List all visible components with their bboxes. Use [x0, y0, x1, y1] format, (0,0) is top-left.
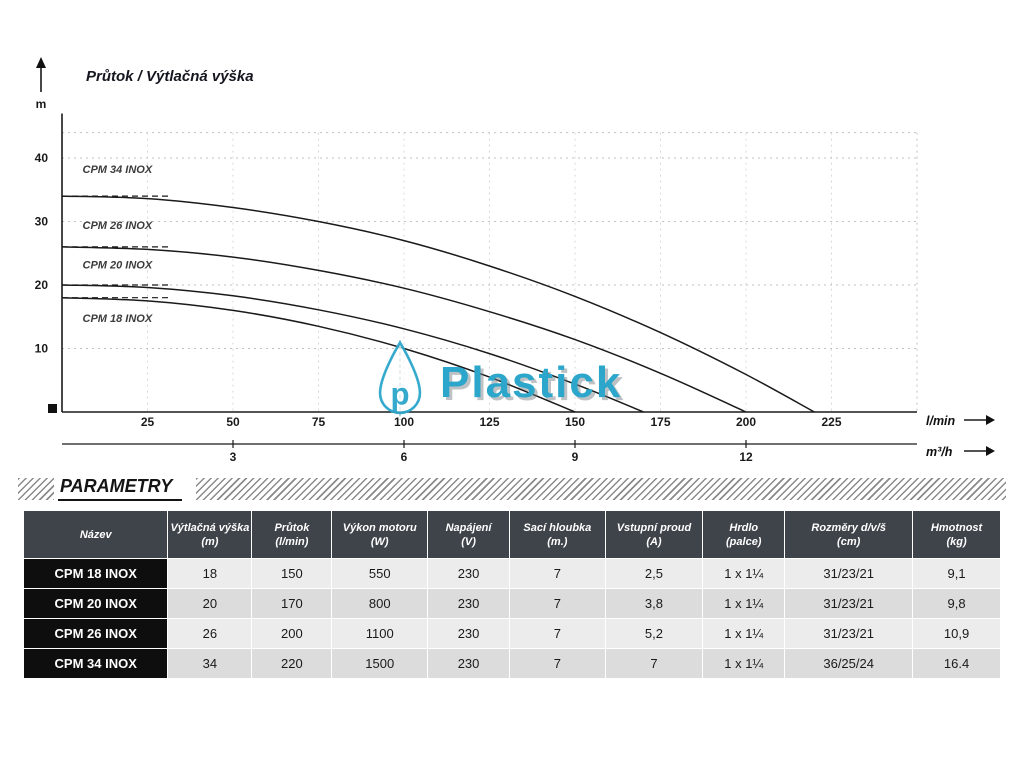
column-header-4: Napájení (V): [427, 510, 511, 559]
column-header-1: Výtlačná výška (m): [167, 510, 253, 559]
secondary-axis-unit: m³/h: [926, 445, 953, 459]
secondary-tick-label: 3: [230, 450, 237, 464]
x-axis-unit: l/min: [926, 414, 956, 428]
table-cell: 9,1: [912, 558, 1001, 589]
table-cell: 230: [427, 588, 511, 619]
origin-marker: [48, 404, 57, 413]
table-cell: 550: [331, 558, 429, 589]
pump-name-cell: CPM 26 INOX: [22, 618, 169, 649]
column-header-7: Hrdlo (palce): [702, 510, 786, 559]
x-tick-label: 100: [394, 415, 414, 429]
table-cell: 31/23/21: [784, 618, 914, 649]
pump-name-cell: CPM 18 INOX: [22, 558, 169, 589]
table-cell: 220: [251, 648, 333, 679]
table-cell: 7: [509, 588, 606, 619]
x-axis-arrow-icon: [986, 415, 995, 425]
pump-name-cell: CPM 34 INOX: [22, 648, 169, 679]
table-cell: 31/23/21: [784, 588, 914, 619]
table-cell: 36/25/24: [784, 648, 914, 679]
table-row: CPM 34 INOX 34 220 1500 230 7 7 1 x 1¼ 36/25/24 1…: [22, 648, 1001, 679]
pump-curve-chart: 10 20 30 40 m 25 50 75 100 125 150 175 200 225 3 6 9 12 l/…: [35, 57, 995, 464]
watermark-text: Plastick: [440, 358, 623, 407]
table-cell: 7: [604, 648, 704, 679]
x-tick-label: 50: [226, 415, 240, 429]
curve-cpm-34-inox: [61, 195, 815, 413]
x-tick-label: 150: [565, 415, 585, 429]
x-tick-label: 25: [141, 415, 155, 429]
column-header-8: Rozměry d/v/š (cm): [784, 510, 914, 559]
table-cell: 5,2: [604, 618, 704, 649]
table-cell: 31/23/21: [784, 558, 914, 589]
label-cpm-34-inox: CPM 34 INOX: [83, 164, 153, 176]
curve-cpm-26-inox: [61, 246, 747, 413]
table-cell: 3,8: [604, 588, 704, 619]
column-header-6: Vstupní proud (A): [604, 510, 704, 559]
chart-title: Průtok / Výtlačná výška: [86, 68, 254, 85]
table-cell: 2,5: [604, 558, 704, 589]
table-cell: 170: [251, 588, 333, 619]
y-tick-label: 40: [35, 151, 49, 165]
table-cell: 20: [167, 588, 253, 619]
label-cpm-26-inox: CPM 26 INOX: [83, 220, 153, 232]
table-cell: 800: [331, 588, 429, 619]
secondary-tick-label: 12: [739, 450, 753, 464]
curve-cpm-18-inox: [61, 296, 576, 413]
parameters-heading: PARAMETRY: [58, 476, 183, 501]
table-cell: 16.4: [912, 648, 1001, 679]
x-tick-label: 225: [821, 415, 841, 429]
table-cell: 7: [509, 618, 606, 649]
table-header-row: Název Výtlačná výška (m) Průtok (l/min) Výkon…: [22, 510, 1001, 559]
label-cpm-18-inox: CPM 18 INOX: [83, 313, 153, 325]
table-cell: 1100: [331, 618, 429, 649]
column-header-9: Hmotnost (kg): [912, 510, 1001, 559]
column-header-0: Název: [22, 510, 169, 559]
table-cell: 7: [509, 648, 606, 679]
table-cell: 26: [167, 618, 253, 649]
table-cell: 1 x 1¼: [702, 558, 786, 589]
table-cell: 18: [167, 558, 253, 589]
table-cell: 1 x 1¼: [702, 618, 786, 649]
column-header-5: Sací hloubka (m.): [509, 510, 606, 559]
table-cell: 10,9: [912, 618, 1001, 649]
x-tick-label: 175: [650, 415, 670, 429]
watermark-monogram: p: [390, 376, 409, 411]
hatch-decoration-left: [18, 478, 54, 500]
y-tick-label: 30: [35, 215, 49, 229]
table-cell: 230: [427, 618, 511, 649]
table-cell: 1 x 1¼: [702, 588, 786, 619]
column-header-2: Průtok (l/min): [251, 510, 333, 559]
table-cell: 7: [509, 558, 606, 589]
table-cell: 230: [427, 648, 511, 679]
y-axis-unit: m: [36, 97, 47, 111]
secondary-tick-label: 6: [401, 450, 408, 464]
table-cell: 34: [167, 648, 253, 679]
x-tick-label: 75: [312, 415, 326, 429]
table-cell: 1 x 1¼: [702, 648, 786, 679]
table-cell: 230: [427, 558, 511, 589]
hatch-decoration-right: [196, 478, 1006, 500]
table-cell: 150: [251, 558, 333, 589]
table-cell: 1500: [331, 648, 429, 679]
table-row: CPM 20 INOX 20 170 800 230 7 3,8 1 x 1¼ 31/23/21…: [22, 588, 1001, 619]
table-row: CPM 26 INOX 26 200 1100 230 7 5,2 1 x 1¼ 31/23/2…: [22, 618, 1001, 649]
label-cpm-20-inox: CPM 20 INOX: [83, 259, 153, 271]
table-cell: 200: [251, 618, 333, 649]
secondary-axis-arrow-icon: [986, 446, 995, 456]
column-header-3: Výkon motoru (W): [331, 510, 429, 559]
secondary-tick-label: 9: [572, 450, 579, 464]
parameters-band: PARAMETRY: [18, 476, 1006, 501]
x-tick-label: 200: [736, 415, 756, 429]
droplet-logo-icon: p: [378, 340, 422, 420]
parameters-table-wrap: Název Výtlačná výška (m) Průtok (l/min) Výkon…: [22, 510, 1001, 679]
y-tick-label: 10: [35, 342, 49, 356]
y-tick-label: 20: [35, 278, 49, 292]
pump-name-cell: CPM 20 INOX: [22, 588, 169, 619]
x-tick-label: 125: [479, 415, 499, 429]
parameters-table: Název Výtlačná výška (m) Průtok (l/min) Výkon…: [22, 510, 1001, 679]
table-cell: 9,8: [912, 588, 1001, 619]
curve-cpm-20-inox: [61, 284, 644, 413]
table-row: CPM 18 INOX 18 150 550 230 7 2,5 1 x 1¼ 31/23/21…: [22, 558, 1001, 589]
